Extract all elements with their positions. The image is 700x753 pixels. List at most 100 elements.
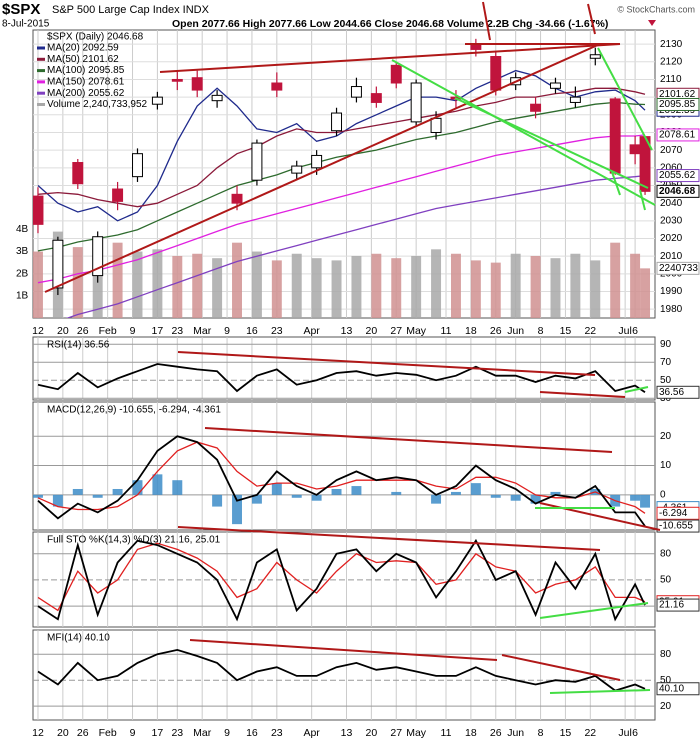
candle-body bbox=[92, 236, 104, 277]
x-tick-label: 6 bbox=[632, 727, 638, 739]
candle-body bbox=[211, 94, 223, 102]
bar bbox=[610, 242, 621, 318]
trendline bbox=[391, 59, 656, 206]
close-label-box bbox=[656, 184, 700, 198]
end-label-box bbox=[656, 385, 700, 399]
x-tick-label: 20 bbox=[366, 325, 378, 337]
bar bbox=[431, 494, 442, 504]
bar bbox=[550, 491, 561, 495]
y-tick-label: 50 bbox=[660, 375, 672, 386]
candle-body bbox=[52, 239, 64, 289]
bar bbox=[630, 494, 641, 501]
legend-title: $SPX (Daily) 2046.68 bbox=[47, 32, 144, 43]
x-tick-label: 23 bbox=[271, 727, 283, 739]
x-tick-label: 27 bbox=[390, 325, 402, 337]
bar bbox=[431, 249, 442, 318]
bar bbox=[232, 494, 242, 525]
bar bbox=[172, 255, 183, 318]
x-tick-label: 6 bbox=[632, 325, 638, 337]
bar bbox=[351, 255, 362, 318]
candle-body bbox=[251, 142, 263, 181]
candle-body bbox=[291, 165, 303, 174]
trendline bbox=[454, 97, 649, 189]
candle-body bbox=[490, 56, 502, 91]
bar bbox=[530, 255, 541, 318]
y-tick-label: 2020 bbox=[660, 233, 683, 244]
plot-area bbox=[37, 538, 646, 622]
x-tick-label: 17 bbox=[152, 325, 164, 337]
end-label: -6.294 bbox=[659, 508, 688, 519]
candle-body bbox=[589, 54, 601, 59]
x-tick-label: 9 bbox=[224, 325, 230, 337]
bar bbox=[33, 251, 43, 318]
y-tick-label: 1990 bbox=[660, 286, 683, 297]
x-tick-label: Apr bbox=[303, 325, 320, 337]
end-label: 2101.62 bbox=[659, 89, 696, 100]
x-tick-label: 11 bbox=[441, 727, 452, 739]
y-tick-label: 20 bbox=[660, 701, 672, 712]
x-tick-label: 13 bbox=[341, 727, 353, 739]
index-name: S&P 500 Large Cap Index INDX bbox=[52, 4, 210, 16]
legend-swatch bbox=[37, 57, 45, 61]
arrow bbox=[639, 189, 646, 211]
candle-body bbox=[350, 86, 362, 98]
y-tick-label: 2060 bbox=[660, 162, 683, 173]
y-tick-label: 90 bbox=[660, 339, 672, 350]
y-tick-label: 2130 bbox=[660, 39, 683, 50]
end-label: 40.10 bbox=[659, 683, 684, 694]
x-tick-label: Jun bbox=[507, 325, 524, 337]
trendline bbox=[177, 351, 596, 376]
series-line bbox=[37, 87, 646, 208]
bar bbox=[570, 253, 581, 318]
candle-body bbox=[609, 98, 621, 174]
x-tick-label: 23 bbox=[171, 727, 183, 739]
x-tick-label: 20 bbox=[57, 325, 69, 337]
panel bbox=[32, 336, 656, 401]
candle-body bbox=[331, 112, 343, 132]
bar bbox=[391, 258, 402, 318]
candle-body bbox=[430, 117, 442, 133]
series-line bbox=[37, 648, 646, 692]
trendline bbox=[159, 43, 621, 73]
y2-tick-label: 3B bbox=[16, 246, 29, 257]
trendline bbox=[624, 386, 649, 393]
panel-title: MACD(12,26,9) -10.655, -6.294, -4.361 bbox=[47, 405, 221, 416]
candle-body bbox=[311, 154, 323, 169]
bar bbox=[52, 494, 63, 507]
bar bbox=[72, 247, 83, 318]
end-label: 2240733 bbox=[659, 263, 698, 274]
candle-body bbox=[191, 77, 203, 91]
bar bbox=[132, 480, 143, 495]
bar bbox=[331, 488, 342, 495]
x-tick-label: 16 bbox=[246, 727, 258, 739]
bar bbox=[212, 258, 223, 318]
x-tick-label: 26 bbox=[490, 727, 502, 739]
x-tick-label: Jul bbox=[618, 325, 631, 337]
panel-title: MFI(14) 40.10 bbox=[47, 633, 110, 644]
y-tick-label: 70 bbox=[660, 357, 672, 368]
y-tick-label: 1980 bbox=[660, 304, 683, 315]
end-label: -10.655 bbox=[659, 521, 693, 532]
x-tick-label: 26 bbox=[490, 325, 502, 337]
trendline bbox=[539, 391, 626, 398]
end-label-box bbox=[656, 128, 700, 142]
bar bbox=[450, 253, 461, 318]
y-tick-label: 0 bbox=[660, 489, 666, 500]
bar bbox=[640, 494, 651, 508]
x-tick-label: Jun bbox=[507, 727, 524, 739]
x-tick-label: 15 bbox=[560, 727, 572, 739]
plots: 12 20 26 Feb 9 17 23 Mar 9 16 23 Apr 13 20 27 May 11 18 26… bbox=[16, 29, 700, 739]
panel-title: Full STO %K(14,3) %D(3) 21.16, 25.01 bbox=[47, 535, 221, 546]
y-tick-label: 50 bbox=[660, 675, 672, 686]
date: 8-Jul-2015 bbox=[2, 19, 50, 30]
trendline bbox=[539, 602, 649, 619]
x-tick-label: Feb bbox=[99, 727, 117, 739]
bar bbox=[152, 474, 163, 495]
candle-body bbox=[171, 78, 183, 82]
series-line bbox=[37, 101, 646, 252]
bar bbox=[331, 260, 342, 318]
y2-tick-label: 4B bbox=[16, 224, 29, 235]
end-label-box bbox=[656, 169, 700, 183]
x-tick-label: 15 bbox=[560, 325, 572, 337]
bar bbox=[92, 494, 103, 498]
